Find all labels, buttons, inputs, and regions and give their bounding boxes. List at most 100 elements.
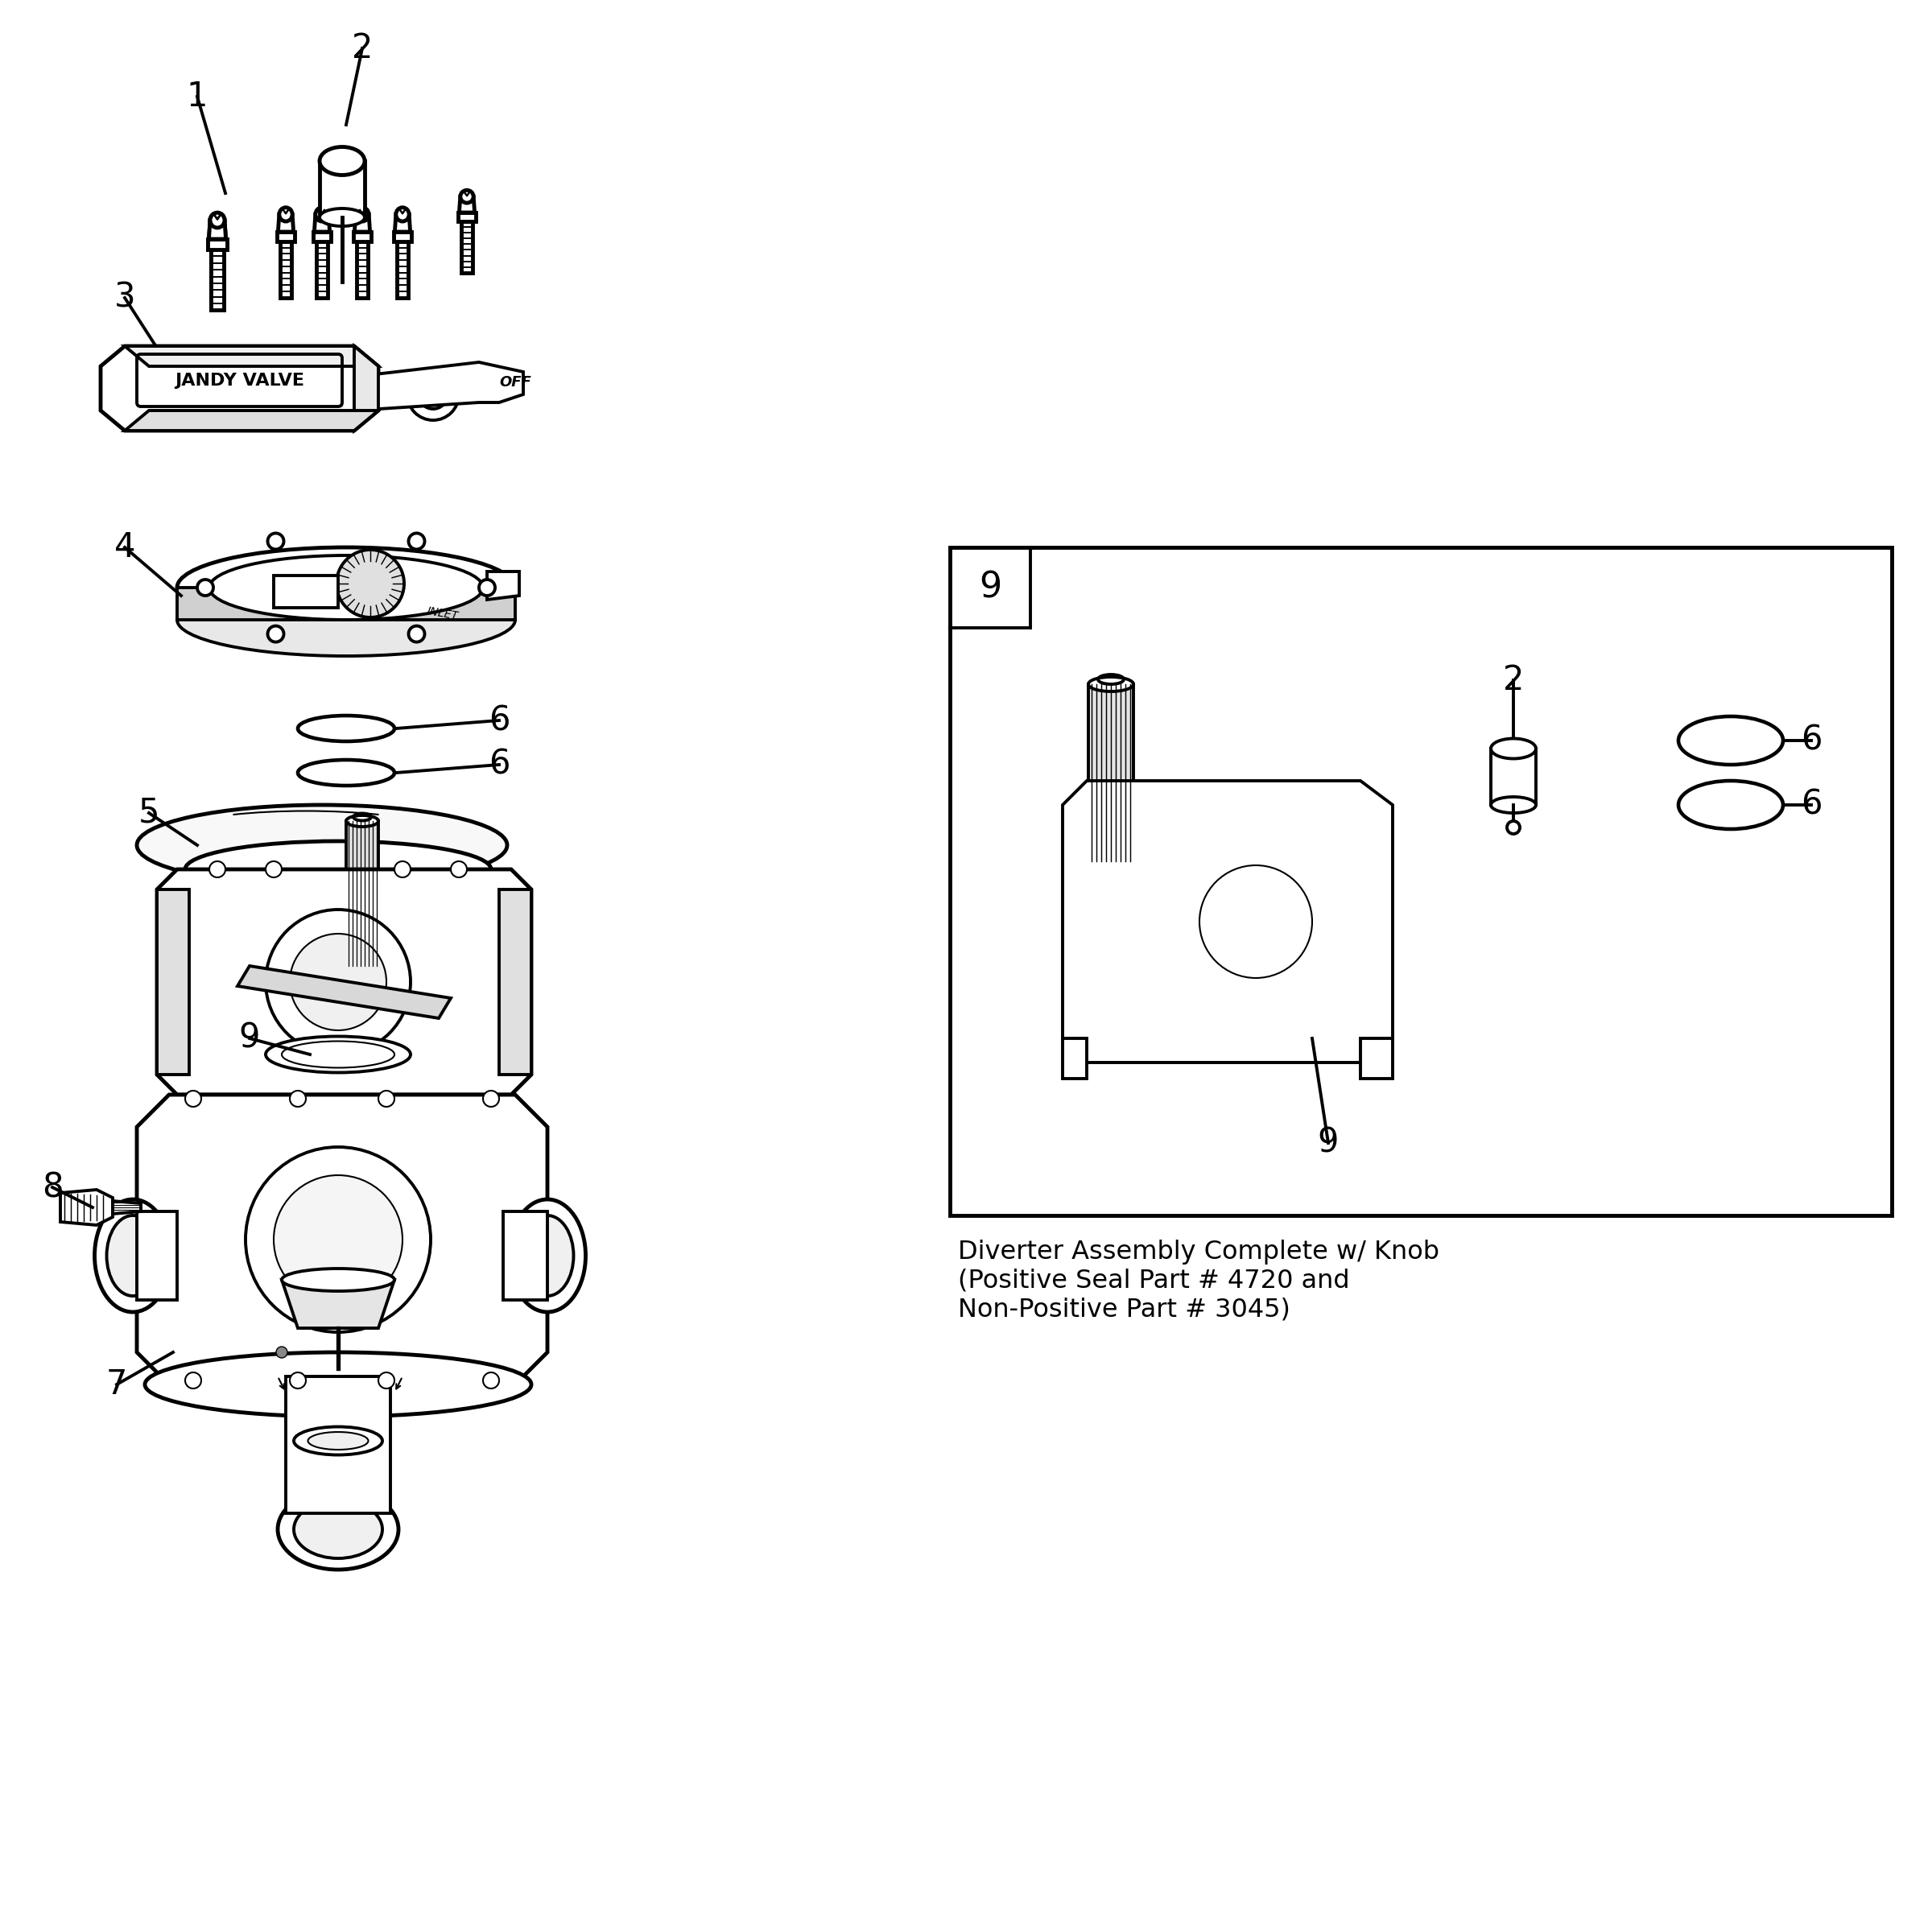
- Text: Diverter Assembly Complete w/ Knob
(Positive Seal Part # 4720 and
Non-Positive P: Diverter Assembly Complete w/ Knob (Posi…: [958, 1239, 1439, 1322]
- Polygon shape: [207, 239, 228, 249]
- Text: INLET: INLET: [427, 605, 460, 622]
- Bar: [274, 576, 338, 607]
- Circle shape: [267, 861, 282, 877]
- Polygon shape: [286, 1376, 390, 1513]
- Circle shape: [379, 1091, 394, 1106]
- Bar: [951, 547, 1891, 1216]
- Polygon shape: [1492, 748, 1536, 805]
- Polygon shape: [396, 241, 408, 297]
- Text: 8: 8: [43, 1170, 64, 1204]
- Polygon shape: [156, 890, 189, 1075]
- Polygon shape: [282, 1280, 394, 1328]
- Polygon shape: [209, 220, 226, 239]
- Ellipse shape: [137, 805, 506, 884]
- Text: 3: 3: [114, 281, 135, 314]
- Polygon shape: [276, 231, 294, 241]
- Polygon shape: [126, 347, 379, 366]
- Ellipse shape: [522, 1216, 574, 1297]
- Ellipse shape: [294, 1426, 383, 1455]
- Ellipse shape: [460, 191, 473, 202]
- Text: 7: 7: [106, 1368, 128, 1401]
- Text: 6: 6: [1801, 788, 1822, 821]
- Polygon shape: [1360, 1039, 1393, 1079]
- Ellipse shape: [282, 1268, 394, 1291]
- Polygon shape: [394, 231, 412, 241]
- Polygon shape: [355, 214, 371, 231]
- Ellipse shape: [211, 212, 224, 227]
- Polygon shape: [1063, 780, 1393, 1062]
- Polygon shape: [458, 212, 475, 222]
- Polygon shape: [319, 162, 365, 218]
- Text: OFF: OFF: [498, 376, 531, 389]
- Polygon shape: [278, 214, 294, 231]
- Ellipse shape: [1088, 676, 1134, 692]
- Polygon shape: [211, 249, 224, 310]
- Polygon shape: [137, 1095, 547, 1384]
- Ellipse shape: [280, 208, 292, 222]
- Ellipse shape: [396, 208, 410, 222]
- Ellipse shape: [185, 842, 491, 898]
- Polygon shape: [357, 241, 367, 297]
- Polygon shape: [178, 588, 516, 620]
- Polygon shape: [394, 214, 410, 231]
- Circle shape: [394, 861, 412, 877]
- Circle shape: [336, 549, 404, 617]
- Circle shape: [1200, 865, 1312, 979]
- Ellipse shape: [209, 555, 483, 620]
- Circle shape: [197, 580, 213, 595]
- Ellipse shape: [510, 1199, 585, 1312]
- Polygon shape: [354, 347, 379, 430]
- Circle shape: [479, 580, 495, 595]
- Text: 2: 2: [352, 31, 373, 66]
- Circle shape: [290, 1372, 305, 1389]
- Bar: [1088, 684, 1134, 861]
- Polygon shape: [1063, 1039, 1086, 1079]
- Polygon shape: [313, 231, 330, 241]
- Polygon shape: [207, 239, 228, 249]
- Circle shape: [290, 1091, 305, 1106]
- Ellipse shape: [178, 547, 516, 628]
- Text: 5: 5: [139, 796, 160, 831]
- Polygon shape: [487, 572, 520, 599]
- Ellipse shape: [1492, 798, 1536, 813]
- Polygon shape: [354, 362, 524, 410]
- Text: 2: 2: [1503, 663, 1524, 698]
- Bar: [346, 821, 379, 965]
- Circle shape: [483, 1372, 498, 1389]
- Text: 6: 6: [489, 748, 510, 782]
- Polygon shape: [156, 869, 531, 1095]
- Polygon shape: [209, 220, 226, 239]
- Circle shape: [267, 910, 412, 1054]
- Polygon shape: [317, 241, 328, 297]
- Ellipse shape: [346, 815, 379, 827]
- Ellipse shape: [211, 212, 224, 227]
- Polygon shape: [211, 249, 224, 310]
- Text: 9: 9: [240, 1021, 261, 1056]
- Polygon shape: [498, 890, 531, 1075]
- Circle shape: [408, 534, 425, 549]
- Circle shape: [408, 368, 460, 420]
- Ellipse shape: [95, 1199, 172, 1312]
- Circle shape: [274, 1175, 402, 1305]
- Circle shape: [450, 861, 468, 877]
- Circle shape: [408, 626, 425, 642]
- Polygon shape: [280, 241, 292, 297]
- Polygon shape: [238, 965, 450, 1017]
- Circle shape: [276, 1347, 288, 1359]
- Ellipse shape: [278, 1490, 398, 1571]
- Ellipse shape: [319, 146, 365, 175]
- Polygon shape: [354, 231, 371, 241]
- Polygon shape: [100, 347, 379, 430]
- Ellipse shape: [355, 208, 369, 222]
- Polygon shape: [462, 222, 473, 274]
- Ellipse shape: [307, 1432, 369, 1449]
- Text: 4: 4: [114, 530, 135, 565]
- Circle shape: [379, 1372, 394, 1389]
- Ellipse shape: [315, 208, 328, 222]
- Polygon shape: [60, 1189, 112, 1226]
- Polygon shape: [126, 410, 379, 430]
- Ellipse shape: [106, 1216, 158, 1297]
- Circle shape: [483, 1091, 498, 1106]
- Ellipse shape: [294, 1501, 383, 1559]
- Circle shape: [269, 534, 284, 549]
